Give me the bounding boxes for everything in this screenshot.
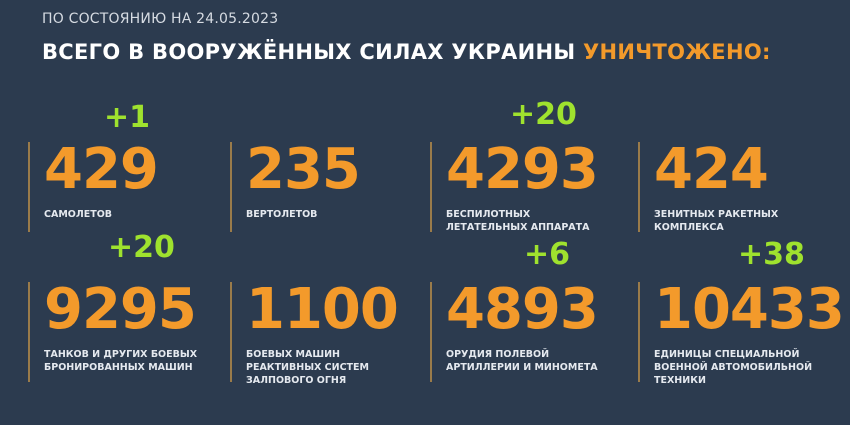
delta-vehicles: +38 <box>738 237 805 272</box>
stat-value: 4293 <box>446 137 599 202</box>
stat-value: 1100 <box>246 277 399 342</box>
stat-label: ВЕРТОЛЕТОВ <box>246 209 318 220</box>
delta-tanks: +20 <box>108 230 175 265</box>
stat-vehicles: 10433 ЕДИНИЦЫ СПЕЦИАЛЬНОЙ ВОЕННОЙ АВТОМОБ… <box>638 277 845 386</box>
stat-label: ТАНКОВ И ДРУГИХ БОЕВЫХ БРОНИРОВАННЫХ МАШ… <box>44 349 198 373</box>
stat-value: 4893 <box>446 277 599 342</box>
page-title: ВСЕГО В ВООРУЖЁННЫХ СИЛАХ УКРАИНЫ УНИЧТО… <box>42 40 771 64</box>
stat-uav: 4293 БЕСПИЛОТНЫХ ЛЕТАТЕЛЬНЫХ АППАРАТА <box>430 137 599 233</box>
stat-label: ЗЕНИТНЫХ РАКЕТНЫХ КОМПЛЕКСА <box>654 209 779 233</box>
delta-uav: +20 <box>510 97 577 132</box>
delta-aircraft: +1 <box>104 100 151 135</box>
stat-value: 9295 <box>44 277 197 342</box>
stat-label: САМОЛЕТОВ <box>44 209 113 220</box>
stat-value: 429 <box>44 137 159 202</box>
title-main: ВСЕГО В ВООРУЖЁННЫХ СИЛАХ УКРАИНЫ <box>42 40 576 64</box>
stat-aircraft: 429 САМОЛЕТОВ <box>28 137 159 232</box>
stat-artillery: 4893 ОРУДИЯ ПОЛЕВОЙ АРТИЛЛЕРИИ И МИНОМЕТА <box>430 277 599 382</box>
stat-label: БОЕВЫХ МАШИН РЕАКТИВНЫХ СИСТЕМ ЗАЛПОВОГО… <box>246 349 369 386</box>
stat-label: ЕДИНИЦЫ СПЕЦИАЛЬНОЙ ВОЕННОЙ АВТОМОБИЛЬНО… <box>654 349 813 386</box>
stat-value: 235 <box>246 137 361 202</box>
stat-mlrs: 1100 БОЕВЫХ МАШИН РЕАКТИВНЫХ СИСТЕМ ЗАЛПО… <box>230 277 399 386</box>
stat-value: 10433 <box>654 277 845 342</box>
delta-artillery: +6 <box>524 237 571 272</box>
report-date: ПО СОСТОЯНИЮ НА 24.05.2023 <box>42 11 279 27</box>
stat-label: ОРУДИЯ ПОЛЕВОЙ АРТИЛЛЕРИИ И МИНОМЕТА <box>446 349 598 373</box>
stat-label: БЕСПИЛОТНЫХ ЛЕТАТЕЛЬНЫХ АППАРАТА <box>446 209 590 233</box>
stat-helicopters: 235 ВЕРТОЛЕТОВ <box>230 137 361 232</box>
stat-tanks: 9295 ТАНКОВ И ДРУГИХ БОЕВЫХ БРОНИРОВАННЫХ… <box>28 282 197 382</box>
stat-air-defense: 424 ЗЕНИТНЫХ РАКЕТНЫХ КОМПЛЕКСА <box>638 137 779 233</box>
stat-value: 424 <box>654 137 769 202</box>
title-accent: УНИЧТОЖЕНО: <box>583 40 771 64</box>
